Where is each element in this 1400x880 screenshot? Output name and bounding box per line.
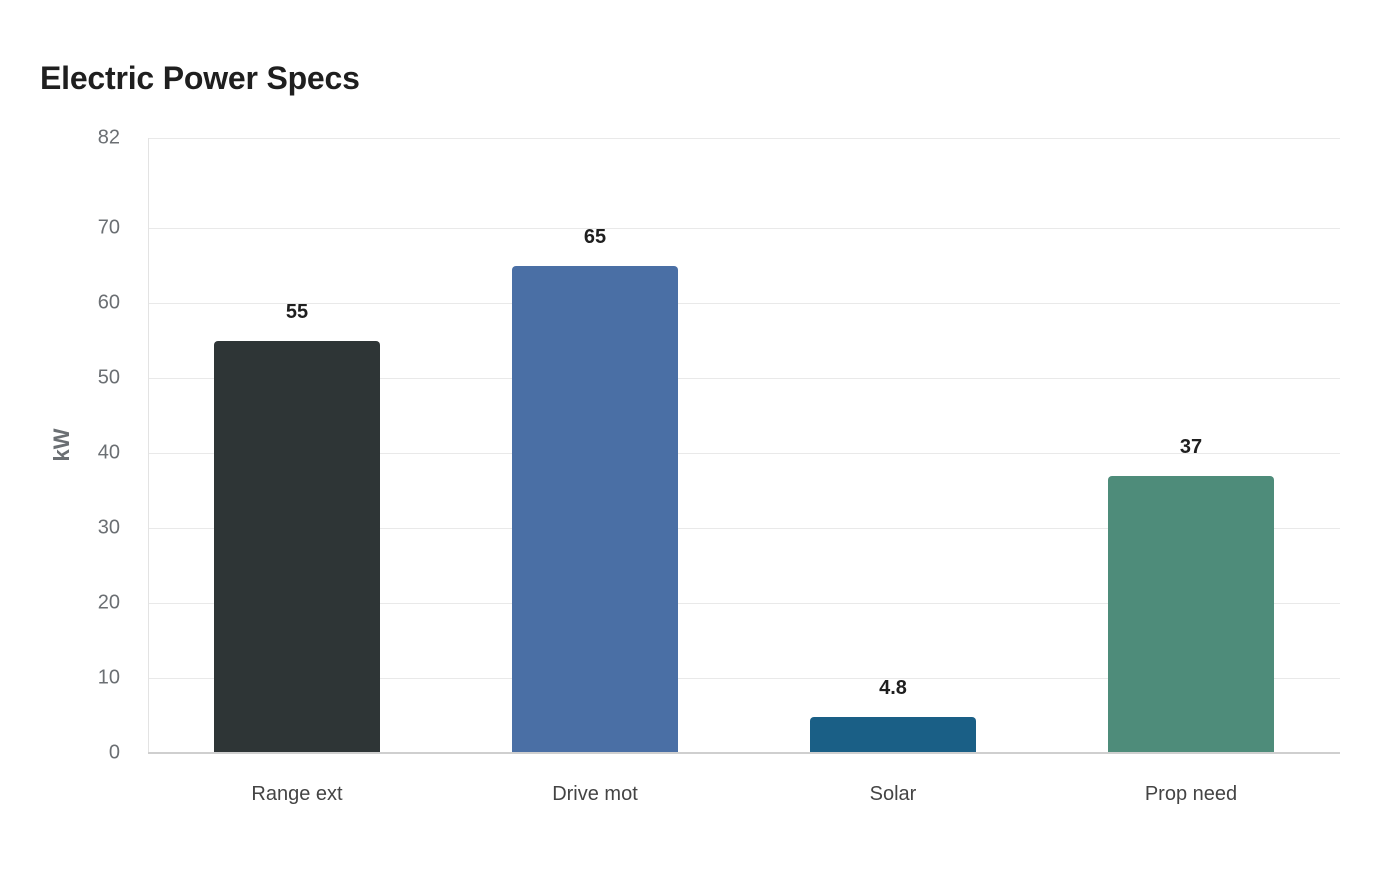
gridline [148,138,1340,139]
y-tick-label: 50 [97,366,120,389]
x-tick-label: Prop need [1144,783,1238,805]
y-tick-label: 20 [97,591,120,614]
chart-title: Electric Power Specs [40,60,360,96]
gridline [148,678,1340,679]
y-tick-label: 40 [97,441,120,464]
bar-solar [810,717,976,753]
y-tick-label: 60 [97,291,120,314]
gridline [148,378,1340,379]
y-tick-label: 70 [97,216,120,239]
bar-value-label: 65 [583,225,607,248]
y-axis-line [148,138,149,753]
plot-area: 55 65 4.8 37 [148,138,1340,753]
gridline [148,228,1340,229]
bar-value-label: 37 [1179,435,1203,458]
y-tick-label: 30 [97,516,120,539]
y-tick-label: 10 [97,666,120,689]
x-tick-label: Range ext [251,783,343,805]
x-axis-line [148,752,1340,754]
bar-value-label: 55 [285,300,309,323]
bar-range-ext [214,340,380,753]
gridline [148,453,1340,454]
gridline [148,603,1340,604]
bar-prop-need [1108,475,1274,753]
bar-value-label: 4.8 [879,677,907,699]
x-tick-label: Solar [869,783,917,805]
bar-drive-mot [512,265,678,753]
y-tick-label: 82 [97,126,120,149]
x-tick-label: Drive mot [552,783,638,805]
gridline [148,528,1340,529]
gridline [148,303,1340,304]
y-tick-label: 0 [108,741,120,764]
